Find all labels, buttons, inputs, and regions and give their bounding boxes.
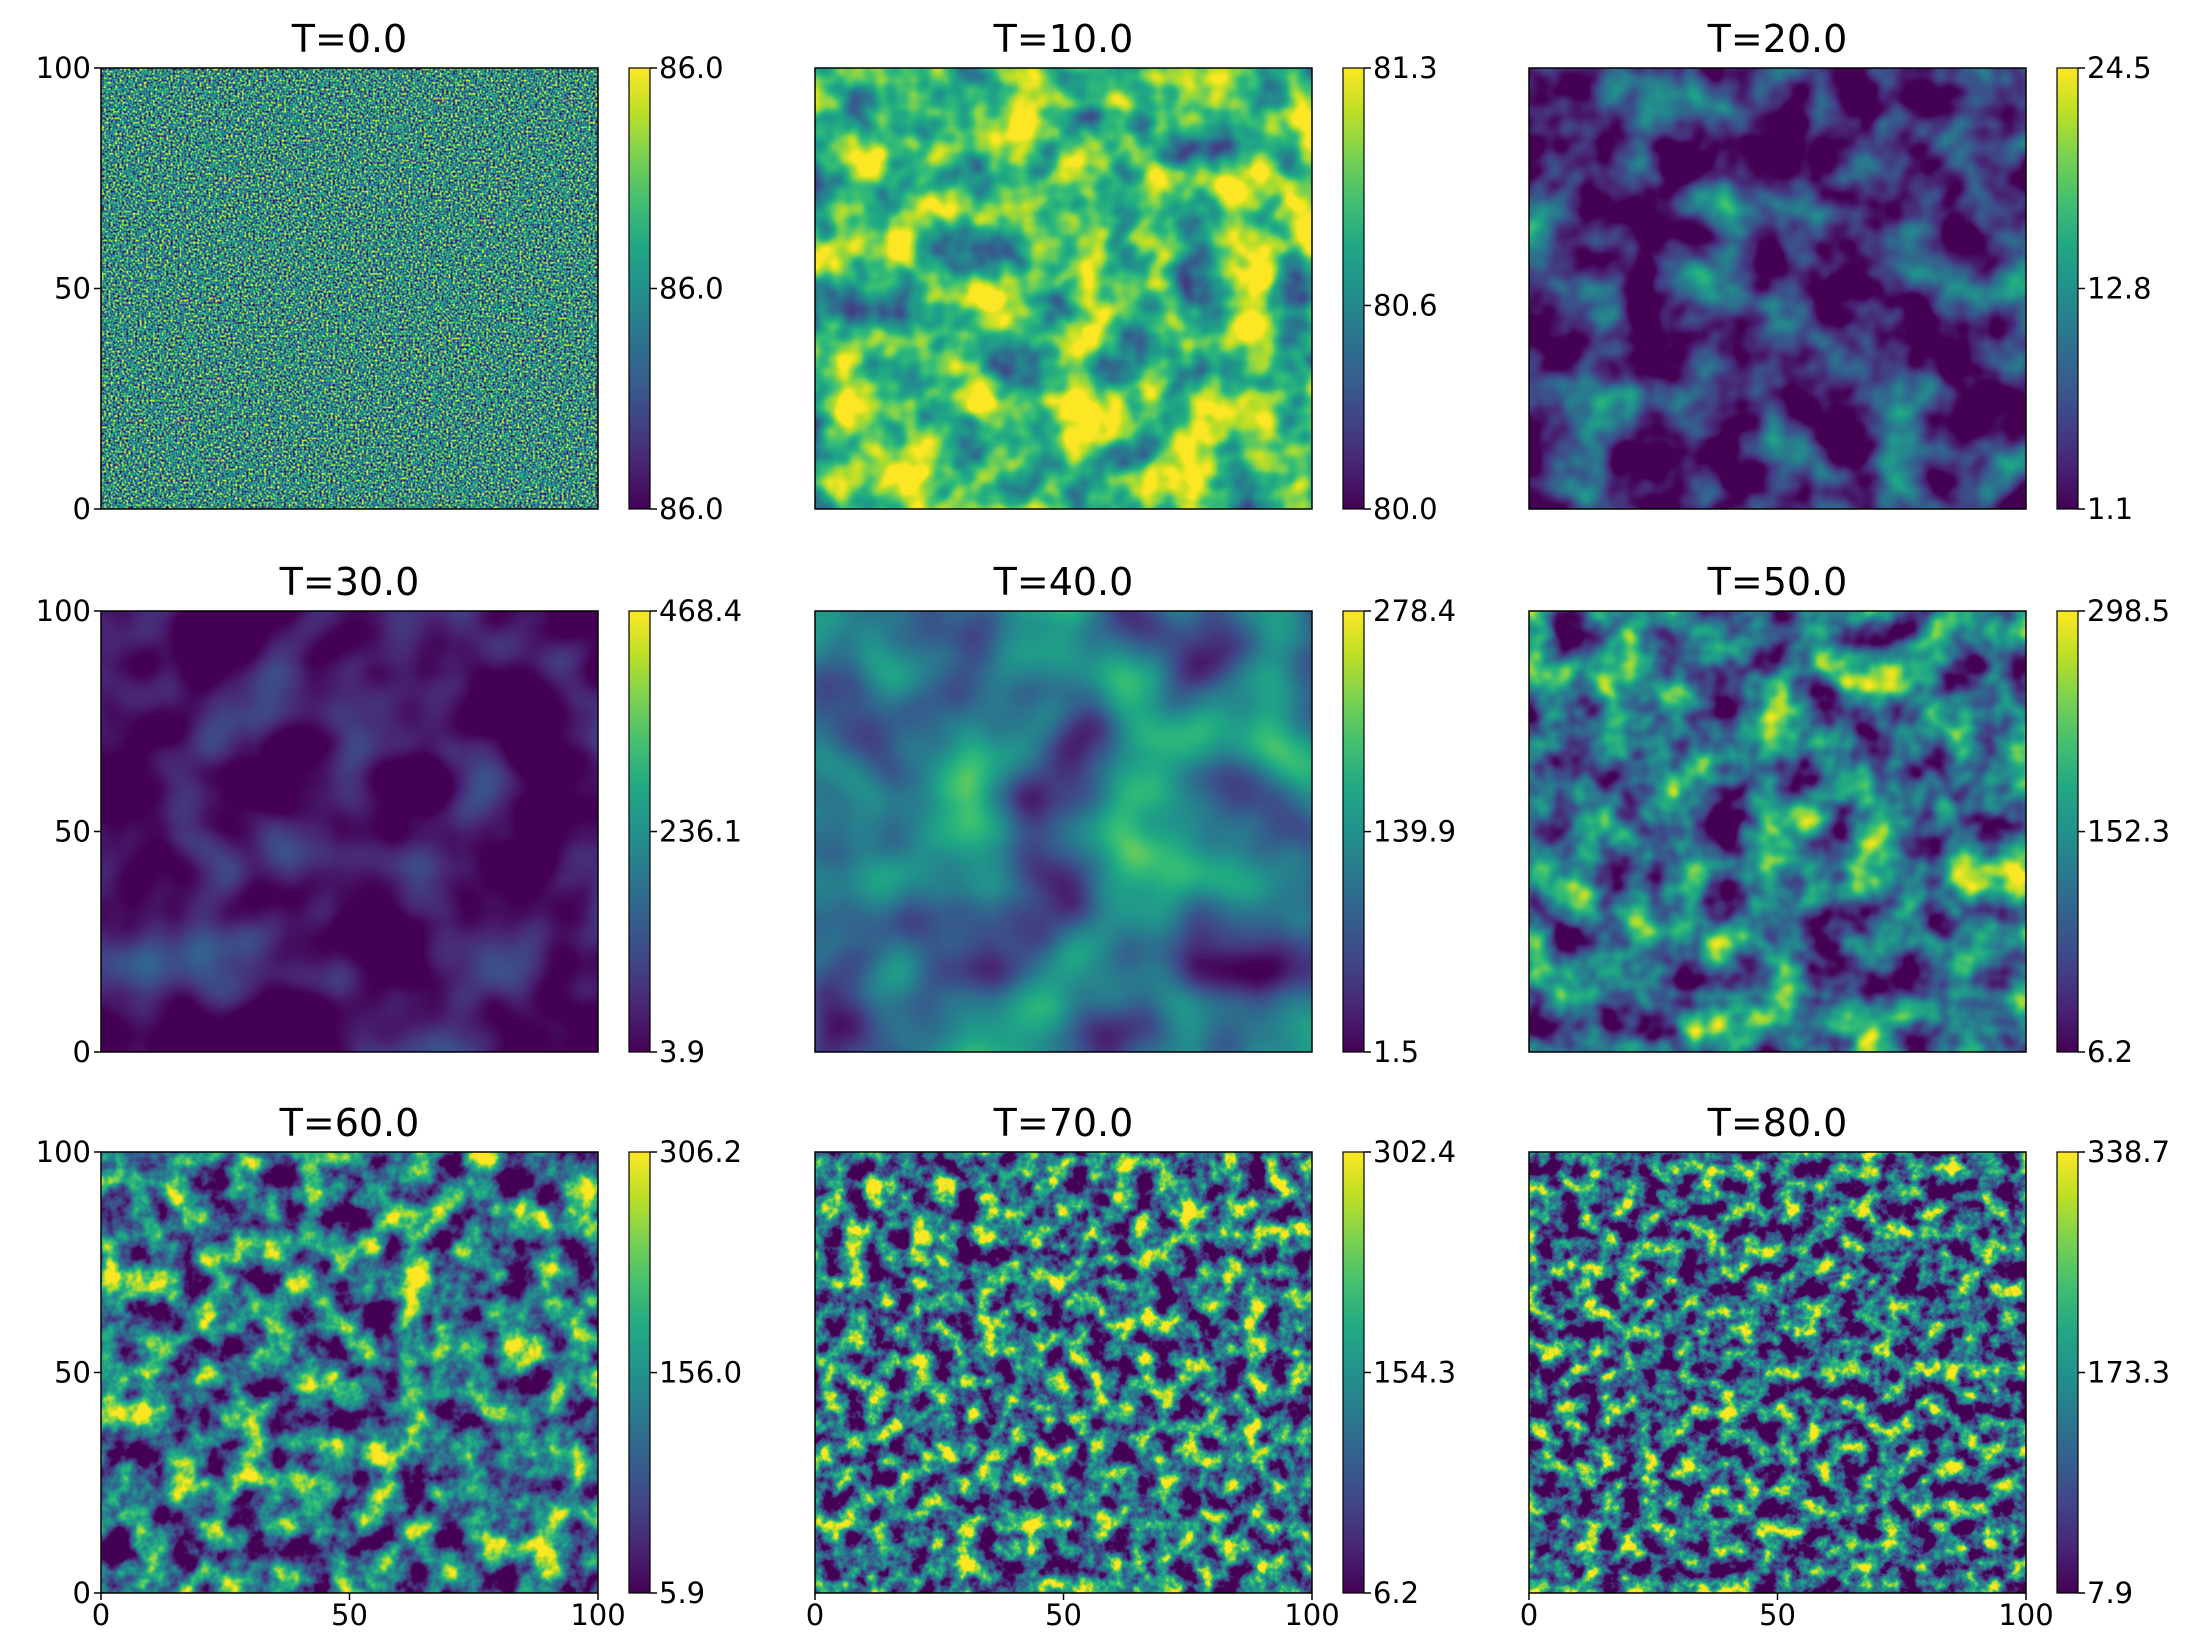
- y-tick-label: 0: [73, 1576, 91, 1610]
- colorbar-tick-label: 3.9: [659, 1035, 705, 1069]
- subplot: T=10.0 80.0 80.6 81.3: [814, 17, 1438, 526]
- subplot: T=70.0 0 50 100 6.2 154.3 302.4: [806, 1101, 1456, 1632]
- colorbar-tick-label: 298.5: [2087, 594, 2170, 628]
- heatmap-image: [815, 68, 1312, 509]
- colorbar-tick-label: 338.7: [2087, 1135, 2170, 1169]
- heatmap-image: [1529, 611, 2026, 1052]
- colorbar: [1342, 610, 1365, 1053]
- heatmap-image: [101, 68, 598, 509]
- subplot: T=40.0 1.5 139.9 278.4: [814, 560, 1456, 1069]
- subplot: T=50.0 6.2 152.3 298.5: [1528, 560, 2170, 1069]
- colorbar-tick-label: 5.9: [659, 1576, 705, 1610]
- colorbar: [2056, 610, 2079, 1053]
- colorbar-tick-label: 236.1: [659, 815, 742, 849]
- subplot: T=0.0 0 50 100 86.0 86.0 86.0: [36, 17, 724, 526]
- heatmap-image: [815, 611, 1312, 1052]
- colorbar: [1342, 1151, 1365, 1594]
- subplot: T=20.0 1.1 12.8 24.5: [1528, 17, 2152, 526]
- subplot: T=80.0 0 50 100 7.9 173.3 338.7: [1520, 1101, 2170, 1632]
- colorbar-tick-label: 468.4: [659, 594, 742, 628]
- colorbar-tick-label: 152.3: [2087, 815, 2170, 849]
- colorbar: [628, 1151, 651, 1594]
- colorbar-tick-label: 302.4: [1373, 1135, 1456, 1169]
- subplot-title: T=0.0: [291, 17, 407, 61]
- x-tick-label: 0: [806, 1598, 824, 1632]
- colorbar-tick-label: 173.3: [2087, 1356, 2170, 1390]
- colorbar-tick-label: 1.5: [1373, 1035, 1419, 1069]
- plot-frame: [814, 610, 1313, 1053]
- subplot-title: T=30.0: [279, 560, 420, 604]
- colorbar: [1342, 67, 1365, 510]
- x-tick-label: 50: [1759, 1598, 1796, 1632]
- colorbar-tick-label: 139.9: [1373, 815, 1456, 849]
- colorbar-tick-label: 306.2: [659, 1135, 742, 1169]
- y-tick-label: 100: [36, 1135, 91, 1169]
- x-tick-label: 50: [1045, 1598, 1082, 1632]
- x-tick-label: 0: [1520, 1598, 1538, 1632]
- heatmap-image: [1529, 68, 2026, 509]
- colorbar-tick-label: 86.0: [659, 492, 724, 526]
- x-tick-label: 100: [570, 1598, 625, 1632]
- subplot-title: T=60.0: [279, 1101, 420, 1145]
- subplot: T=60.0 0 50 100 0 50 100 5.9 156.0 306.2: [36, 1101, 742, 1632]
- colorbar: [2056, 67, 2079, 510]
- subplot-title: T=50.0: [1707, 560, 1848, 604]
- x-tick-label: 0: [92, 1598, 110, 1632]
- plot-frame: [814, 67, 1313, 510]
- subplot: T=30.0 0 50 100 3.9 236.1 468.4: [36, 560, 742, 1069]
- y-tick-label: 50: [54, 1356, 91, 1390]
- plot-frame: [1528, 610, 2027, 1053]
- colorbar-tick-label: 80.0: [1373, 492, 1438, 526]
- heatmap-image: [815, 1152, 1312, 1593]
- colorbar-tick-label: 278.4: [1373, 594, 1456, 628]
- colorbar-tick-label: 1.1: [2087, 492, 2133, 526]
- heatmap-image: [101, 611, 598, 1052]
- y-tick-label: 0: [73, 492, 91, 526]
- colorbar-tick-label: 156.0: [659, 1356, 742, 1390]
- colorbar-tick-label: 86.0: [659, 51, 724, 85]
- colorbar: [2056, 1151, 2079, 1594]
- heatmap-image: [101, 1152, 598, 1593]
- colorbar: [628, 67, 651, 510]
- colorbar-tick-label: 7.9: [2087, 1576, 2133, 1610]
- colorbar-tick-label: 80.6: [1373, 288, 1438, 322]
- colorbar: [628, 610, 651, 1053]
- y-tick-label: 50: [54, 815, 91, 849]
- colorbar-tick-label: 6.2: [1373, 1576, 1419, 1610]
- colorbar-tick-label: 81.3: [1373, 51, 1438, 85]
- colorbar-tick-label: 86.0: [659, 272, 724, 306]
- subplot-title: T=10.0: [993, 17, 1134, 61]
- y-tick-label: 100: [36, 594, 91, 628]
- x-tick-label: 50: [331, 1598, 368, 1632]
- colorbar-tick-label: 24.5: [2087, 51, 2152, 85]
- y-tick-label: 100: [36, 51, 91, 85]
- colorbar-tick-label: 154.3: [1373, 1356, 1456, 1390]
- subplot-title: T=40.0: [993, 560, 1134, 604]
- y-tick-label: 50: [54, 272, 91, 306]
- heatmap-image: [1529, 1152, 2026, 1593]
- y-tick-label: 0: [73, 1035, 91, 1069]
- colorbar-tick-label: 6.2: [2087, 1035, 2133, 1069]
- plot-frame: [1528, 67, 2027, 510]
- subplot-title: T=20.0: [1707, 17, 1848, 61]
- subplot-title: T=80.0: [1707, 1101, 1848, 1145]
- colorbar-tick-label: 12.8: [2087, 272, 2152, 306]
- subplot-title: T=70.0: [993, 1101, 1134, 1145]
- x-tick-label: 100: [1284, 1598, 1339, 1632]
- x-tick-label: 100: [1998, 1598, 2053, 1632]
